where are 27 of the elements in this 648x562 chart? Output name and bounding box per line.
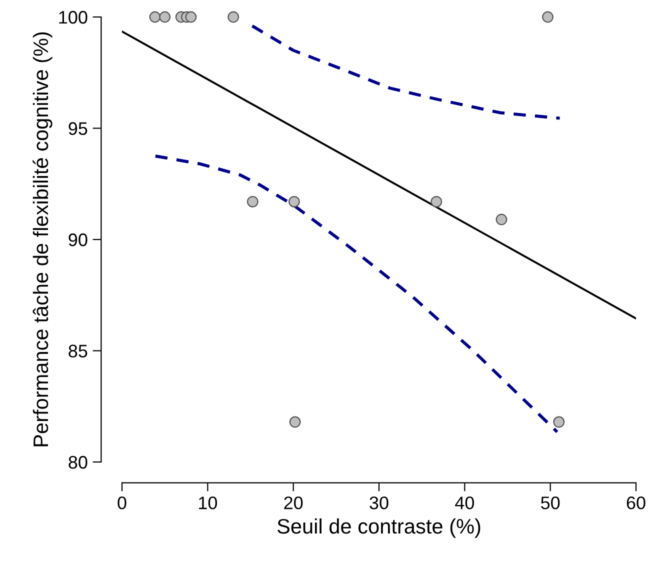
- point: [288, 196, 300, 208]
- x-tick-label: 10: [199, 496, 218, 510]
- point: [159, 11, 171, 23]
- point: [246, 196, 258, 208]
- point: [228, 11, 240, 23]
- line-series: [154, 154, 559, 434]
- y-tick-label: 85: [68, 344, 88, 358]
- point: [149, 11, 161, 23]
- point: [553, 416, 565, 428]
- x-tick-label: 40: [455, 496, 474, 510]
- y-tick-label: 90: [68, 233, 88, 246]
- x-tick-label: 30: [370, 496, 388, 510]
- x-tick-label: 60: [626, 496, 646, 510]
- point: [496, 214, 508, 226]
- y-tick-label: 100: [59, 10, 88, 24]
- point: [185, 11, 197, 23]
- y-axis-title: Performance tâche de flexibilité cognitive (%): [32, 32, 52, 446]
- point: [542, 11, 554, 23]
- y-tick-label: 80: [68, 456, 88, 469]
- point: [430, 196, 442, 208]
- x-tick-label: 0: [118, 496, 126, 510]
- line-series: [250, 24, 562, 120]
- x-axis-title: Seuil de contraste (%): [277, 518, 480, 538]
- point: [289, 416, 301, 428]
- x-tick-label: 50: [541, 496, 560, 510]
- y-tick-label: 95: [68, 122, 88, 135]
- x-tick-label: 20: [284, 496, 303, 510]
